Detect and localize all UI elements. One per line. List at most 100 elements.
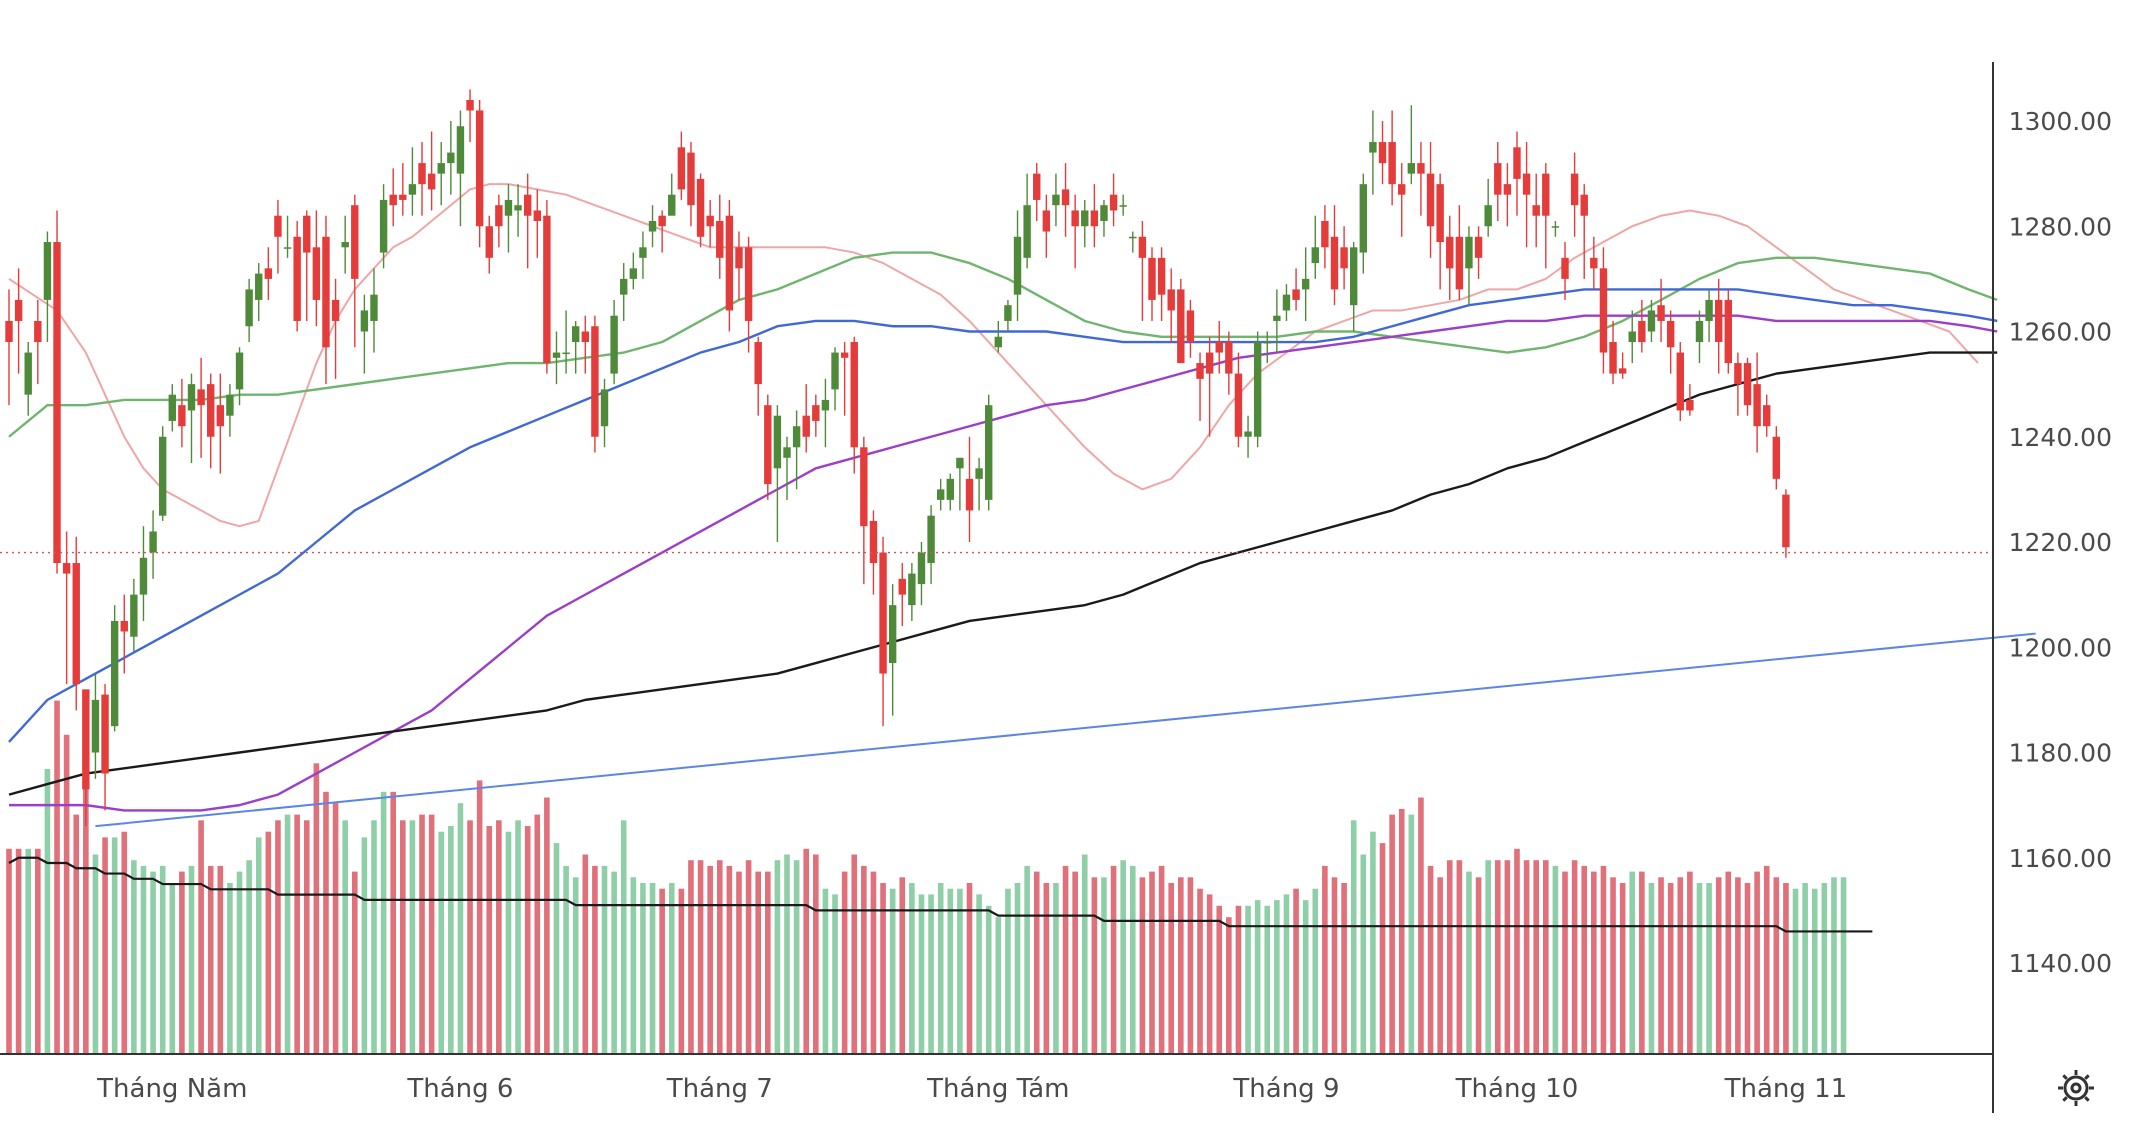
volume-bar bbox=[1811, 888, 1818, 1054]
gear-icon[interactable] bbox=[2058, 1070, 2094, 1106]
candle bbox=[149, 510, 157, 579]
volume-bar bbox=[371, 820, 377, 1054]
candle-body bbox=[24, 352, 32, 395]
candle-body bbox=[331, 299, 340, 321]
candle-body bbox=[178, 405, 186, 427]
candle-body bbox=[1436, 184, 1444, 243]
volume-bar bbox=[1773, 877, 1780, 1054]
candle-body bbox=[936, 489, 945, 500]
candle bbox=[264, 247, 273, 300]
candle bbox=[821, 378, 830, 448]
volume-bar bbox=[284, 814, 291, 1054]
volume-bar bbox=[1629, 871, 1636, 1054]
candle bbox=[1455, 205, 1464, 300]
volume-bar bbox=[496, 820, 502, 1054]
candle-body bbox=[610, 315, 618, 374]
volume-bar bbox=[716, 860, 723, 1054]
candle bbox=[1743, 357, 1752, 416]
candle bbox=[783, 436, 791, 500]
volume-bar bbox=[1735, 877, 1741, 1054]
candle bbox=[1705, 289, 1713, 343]
candle bbox=[1590, 236, 1598, 290]
candle bbox=[1301, 247, 1310, 321]
volume-bar bbox=[1456, 860, 1463, 1054]
candle-body bbox=[879, 552, 887, 674]
volume-bar bbox=[534, 814, 541, 1054]
volume-bar bbox=[140, 865, 147, 1054]
candle bbox=[1417, 142, 1425, 216]
volume-bar bbox=[611, 871, 617, 1054]
candle-body bbox=[1042, 210, 1051, 232]
volume-bar bbox=[400, 820, 406, 1054]
volume-bar bbox=[1129, 865, 1136, 1054]
candle bbox=[802, 384, 810, 453]
support-trendline bbox=[95, 632, 2036, 828]
candle bbox=[120, 594, 128, 674]
candle bbox=[1100, 199, 1108, 237]
volume-bar bbox=[1024, 865, 1030, 1054]
candle bbox=[975, 457, 983, 511]
candle-body bbox=[82, 689, 90, 790]
volume-bar bbox=[832, 894, 838, 1054]
candle bbox=[1388, 110, 1396, 206]
candle bbox=[908, 563, 916, 621]
volume-bar bbox=[1081, 854, 1088, 1054]
candle bbox=[1321, 205, 1329, 269]
candle bbox=[1532, 173, 1540, 248]
volume-bar bbox=[1514, 848, 1520, 1054]
candle-body bbox=[293, 236, 301, 321]
candle-body bbox=[668, 194, 676, 216]
candle-body bbox=[1148, 257, 1156, 300]
candle bbox=[43, 231, 52, 343]
candles bbox=[5, 89, 1790, 827]
candle-body bbox=[245, 289, 253, 327]
volume-bar bbox=[745, 860, 752, 1054]
candle-body bbox=[283, 247, 292, 249]
volume-bar bbox=[150, 871, 156, 1054]
candle-body bbox=[1657, 305, 1665, 321]
settings-button[interactable] bbox=[2058, 1070, 2094, 1106]
candle-body bbox=[639, 247, 647, 258]
time-tick-label: Tháng 6 bbox=[406, 1074, 513, 1104]
candle bbox=[1090, 184, 1099, 248]
volume-bar bbox=[592, 865, 598, 1054]
volume-bar bbox=[985, 905, 992, 1054]
volume-bar bbox=[928, 894, 934, 1054]
candle-body bbox=[533, 210, 541, 221]
candle bbox=[879, 536, 887, 727]
candle bbox=[1042, 194, 1051, 258]
candle-body bbox=[850, 342, 858, 448]
volume-bar bbox=[803, 848, 810, 1054]
candle-body bbox=[1071, 210, 1079, 227]
volume-bar bbox=[1658, 877, 1664, 1054]
volume-bar bbox=[1562, 871, 1568, 1054]
candle-body bbox=[1100, 205, 1108, 221]
candle-body bbox=[600, 389, 609, 427]
candle bbox=[1282, 284, 1291, 321]
candle-body bbox=[1225, 342, 1233, 374]
volume-bar bbox=[764, 871, 771, 1054]
candle bbox=[792, 410, 801, 490]
candle-body bbox=[1388, 142, 1396, 185]
volume-bar bbox=[1591, 871, 1597, 1054]
candle bbox=[360, 294, 369, 374]
volume-bar bbox=[217, 865, 224, 1054]
candle bbox=[5, 289, 13, 406]
volume-bar bbox=[1754, 871, 1760, 1054]
candle bbox=[754, 336, 762, 416]
volume-bar bbox=[1005, 888, 1011, 1054]
candle-body bbox=[975, 468, 983, 479]
candle-body bbox=[1753, 384, 1761, 427]
candle bbox=[1350, 242, 1358, 332]
candle bbox=[552, 331, 561, 385]
candle-body bbox=[1542, 173, 1550, 216]
volume-bar bbox=[448, 826, 454, 1054]
time-tick-label: Tháng 7 bbox=[666, 1074, 773, 1104]
candle bbox=[1724, 289, 1732, 374]
candle bbox=[917, 542, 926, 606]
candle-body bbox=[1532, 205, 1540, 216]
volume-bar bbox=[227, 883, 233, 1054]
candle-body bbox=[1282, 294, 1291, 311]
